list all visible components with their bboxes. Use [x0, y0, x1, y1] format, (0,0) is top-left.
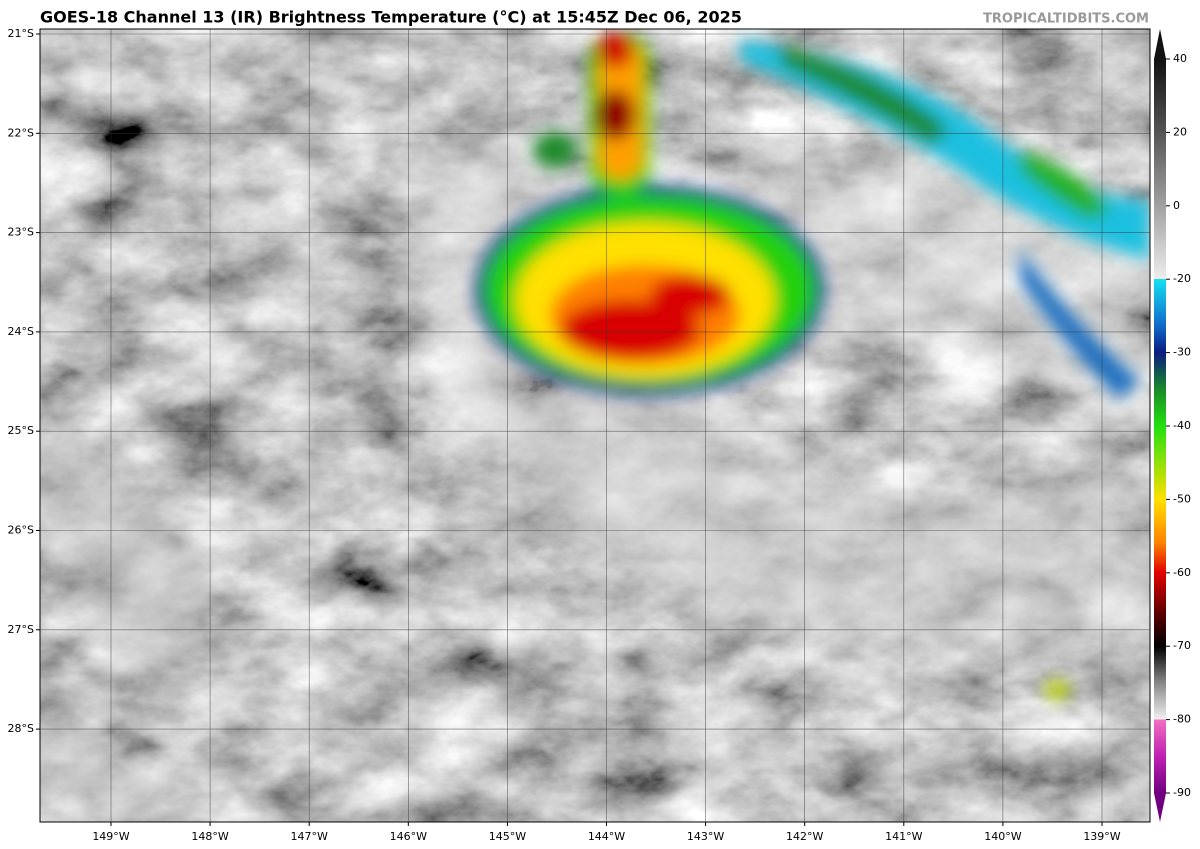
- colorbar-tick-label: -30: [1173, 346, 1191, 359]
- lon-label: 149°W: [92, 830, 129, 843]
- colorbar-tick-label: -40: [1173, 419, 1191, 432]
- colorbar-tick-label: 40: [1173, 52, 1187, 65]
- lat-label: 28°S: [8, 722, 34, 735]
- storm-cold-tops: [475, 32, 1150, 699]
- lat-label: 21°S: [8, 27, 34, 40]
- colorbar-tick-label: 0: [1173, 199, 1180, 212]
- watermark: TROPICALTIDBITS.COM: [983, 12, 1149, 27]
- title: GOES-18 Channel 13 (IR) Brightness Tempe…: [40, 8, 742, 27]
- colorbar-tick-label: -70: [1173, 639, 1191, 652]
- colorbar-extension-bottom: [1154, 793, 1166, 822]
- graticule: 21°S 22°S 23°S 24°S 25°S 26°S 27°S 28°S 149°W 148…: [8, 27, 1150, 843]
- colorbar-tick-label: -60: [1173, 566, 1191, 579]
- lat-label: 24°S: [8, 325, 34, 338]
- lon-label: 141°W: [885, 830, 922, 843]
- colorbar-tick-label: -80: [1173, 713, 1191, 726]
- colorbar-tick-label: -20: [1173, 272, 1191, 285]
- lon-label: 143°W: [687, 830, 724, 843]
- colorbar-tick-label: -50: [1173, 492, 1191, 505]
- lon-label: 142°W: [786, 830, 823, 843]
- map-frame: [39, 28, 1151, 823]
- lon-label: 145°W: [489, 830, 526, 843]
- lat-label: 23°S: [8, 226, 34, 239]
- lon-label: 148°W: [191, 830, 228, 843]
- colorbar-extension-top: [1154, 29, 1166, 59]
- lon-label: 139°W: [1083, 830, 1120, 843]
- lon-label: 146°W: [390, 830, 427, 843]
- satellite-image: [40, 29, 1150, 822]
- lon-label: 147°W: [291, 830, 328, 843]
- colorbar-scale: [1154, 59, 1166, 793]
- lat-label: 25°S: [8, 424, 34, 437]
- colorbar-tick-label: -90: [1173, 786, 1191, 799]
- colorbar: 40 20 0 -20 -30 -40 -50 -60 -70 -80 -90: [1154, 29, 1191, 822]
- colorbar-tick-label: 20: [1173, 125, 1187, 138]
- lat-label: 27°S: [8, 623, 34, 636]
- lon-label: 144°W: [588, 830, 625, 843]
- lon-label: 140°W: [984, 830, 1021, 843]
- lat-label: 26°S: [8, 524, 34, 537]
- cloud-swirl: [40, 140, 1150, 822]
- lat-label: 22°S: [8, 126, 34, 139]
